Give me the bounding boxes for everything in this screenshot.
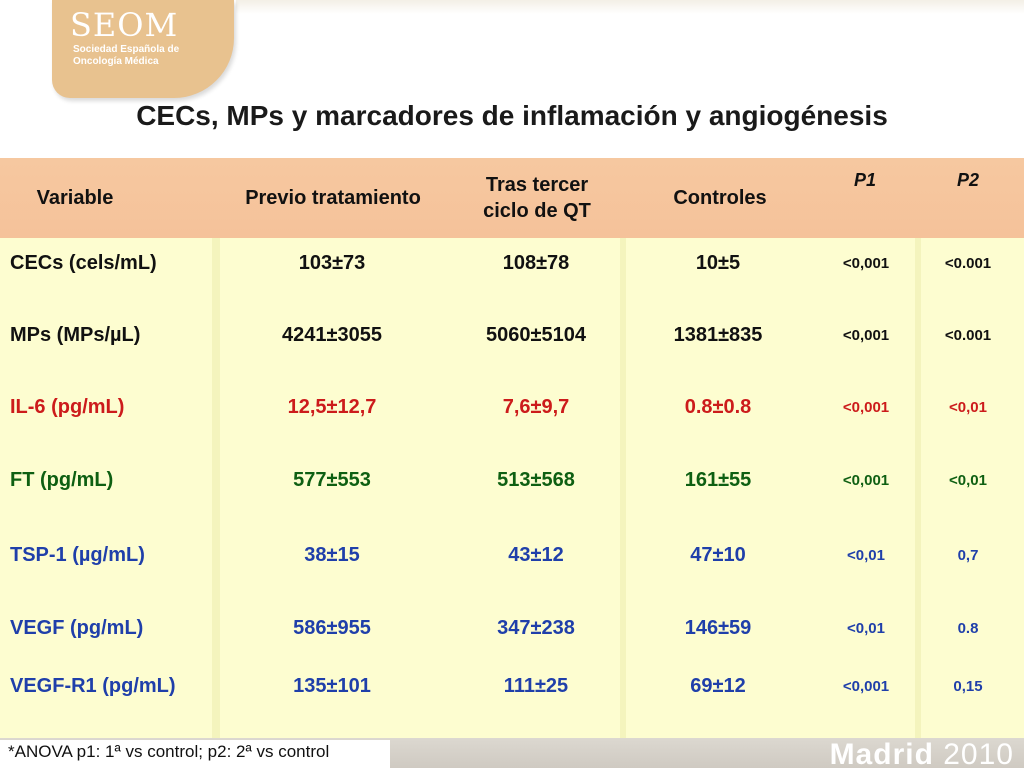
madrid-2010-logo: Madrid 2010 xyxy=(830,738,1014,772)
table-row: TSP-1 (µg/mL) 38±15 43±12 47±10 <0,01 0,7 xyxy=(0,535,1024,575)
table-row: IL-6 (pg/mL) 12,5±12,7 7,6±9,7 0.8±0.8 <0,00… xyxy=(0,387,1024,427)
seom-logo: SEOM xyxy=(70,6,179,44)
table-row: CECs (cels/mL) 103±73 108±78 10±5 <0,001 <0.0… xyxy=(0,243,1024,283)
row-previo-value: 38±15 xyxy=(304,543,360,566)
row-tras-value: 111±25 xyxy=(503,674,569,697)
table-row: VEGF (pg/mL) 586±955 347±238 146±59 <0,01 0.8 xyxy=(0,608,1024,648)
row-p2-value: <0,01 xyxy=(949,471,987,489)
row-p1-value: <0,001 xyxy=(842,398,890,416)
column-divider xyxy=(212,238,220,740)
row-p2-value: <0,01 xyxy=(949,398,987,416)
row-tras-value: 7,6±9,7 xyxy=(502,395,570,418)
row-p2-value: 0.8 xyxy=(957,619,979,637)
footnote-background xyxy=(0,740,390,768)
header-tras-tercer-ciclo: Tras tercer ciclo de QT xyxy=(483,174,591,222)
madrid-city: Madrid xyxy=(829,738,934,771)
row-tras-value: 43±12 xyxy=(508,543,564,566)
row-variable-name: VEGF-R1 (pg/mL) xyxy=(10,674,176,697)
row-controles-value: 47±10 xyxy=(690,543,746,566)
column-divider xyxy=(620,238,626,740)
row-p1-value: <0,001 xyxy=(842,326,890,344)
row-variable-name: VEGF (pg/mL) xyxy=(10,616,144,639)
row-variable-name: CECs (cels/mL) xyxy=(10,251,157,274)
row-p2-value: <0.001 xyxy=(944,326,992,344)
table-row: VEGF-R1 (pg/mL) 135±101 111±25 69±12 <0,001 0… xyxy=(0,666,1024,706)
row-tras-value: 513±568 xyxy=(497,468,575,491)
row-previo-value: 135±101 xyxy=(293,674,371,697)
header-p1: P1 xyxy=(853,170,877,190)
row-previo-value: 577±553 xyxy=(293,468,371,491)
results-table: Variable Previo tratamiento Tras tercer … xyxy=(0,158,1024,740)
row-previo-value: 586±955 xyxy=(293,616,371,639)
row-controles-value: 161±55 xyxy=(684,468,752,491)
column-divider xyxy=(915,238,921,740)
header-variable: Variable xyxy=(36,187,114,209)
row-p1-value: <0,01 xyxy=(847,546,885,564)
row-controles-value: 0.8±0.8 xyxy=(684,395,752,418)
slide-title: CECs, MPs y marcadores de inflamación y … xyxy=(136,100,888,131)
table-header-row: Variable Previo tratamiento Tras tercer … xyxy=(0,158,1024,238)
row-controles-value: 1381±835 xyxy=(673,323,763,346)
row-controles-value: 10±5 xyxy=(695,251,741,274)
row-p1-value: <0,001 xyxy=(842,471,890,489)
row-previo-value: 103±73 xyxy=(298,251,366,274)
footnote: *ANOVA p1: 1ª vs control; p2: 2ª vs cont… xyxy=(8,742,330,761)
row-p1-value: <0,001 xyxy=(842,677,890,695)
row-tras-value: 5060±5104 xyxy=(486,323,586,346)
row-tras-value: 108±78 xyxy=(502,251,570,274)
row-controles-value: 69±12 xyxy=(690,674,746,697)
top-decorative-strip xyxy=(236,0,1024,14)
header-p2: P2 xyxy=(956,170,980,190)
header-previo-tratamiento: Previo tratamiento xyxy=(245,187,421,209)
table-row: FT (pg/mL) 577±553 513±568 161±55 <0,001 <0,0… xyxy=(0,460,1024,500)
madrid-year: 2010 xyxy=(943,738,1014,771)
header-controles: Controles xyxy=(673,187,767,209)
row-tras-value: 347±238 xyxy=(497,616,575,639)
table-row: MPs (MPs/µL) 4241±3055 5060±5104 1381±835 <0… xyxy=(0,315,1024,355)
row-p2-value: <0.001 xyxy=(944,254,992,272)
row-controles-value: 146±59 xyxy=(684,616,752,639)
row-previo-value: 4241±3055 xyxy=(282,323,382,346)
row-p2-value: 0,15 xyxy=(953,677,983,695)
row-variable-name: IL-6 (pg/mL) xyxy=(10,395,125,418)
row-variable-name: MPs (MPs/µL) xyxy=(10,323,141,346)
row-p1-value: <0,001 xyxy=(842,254,890,272)
seom-logo-subtitle: Sociedad Española de Oncología Médica xyxy=(73,44,180,67)
row-variable-name: FT (pg/mL) xyxy=(10,468,114,491)
row-p1-value: <0,01 xyxy=(847,619,885,637)
row-p2-value: 0,7 xyxy=(957,546,979,564)
row-variable-name: TSP-1 (µg/mL) xyxy=(10,543,145,566)
row-previo-value: 12,5±12,7 xyxy=(287,395,377,418)
seom-logo-tab xyxy=(52,0,234,98)
